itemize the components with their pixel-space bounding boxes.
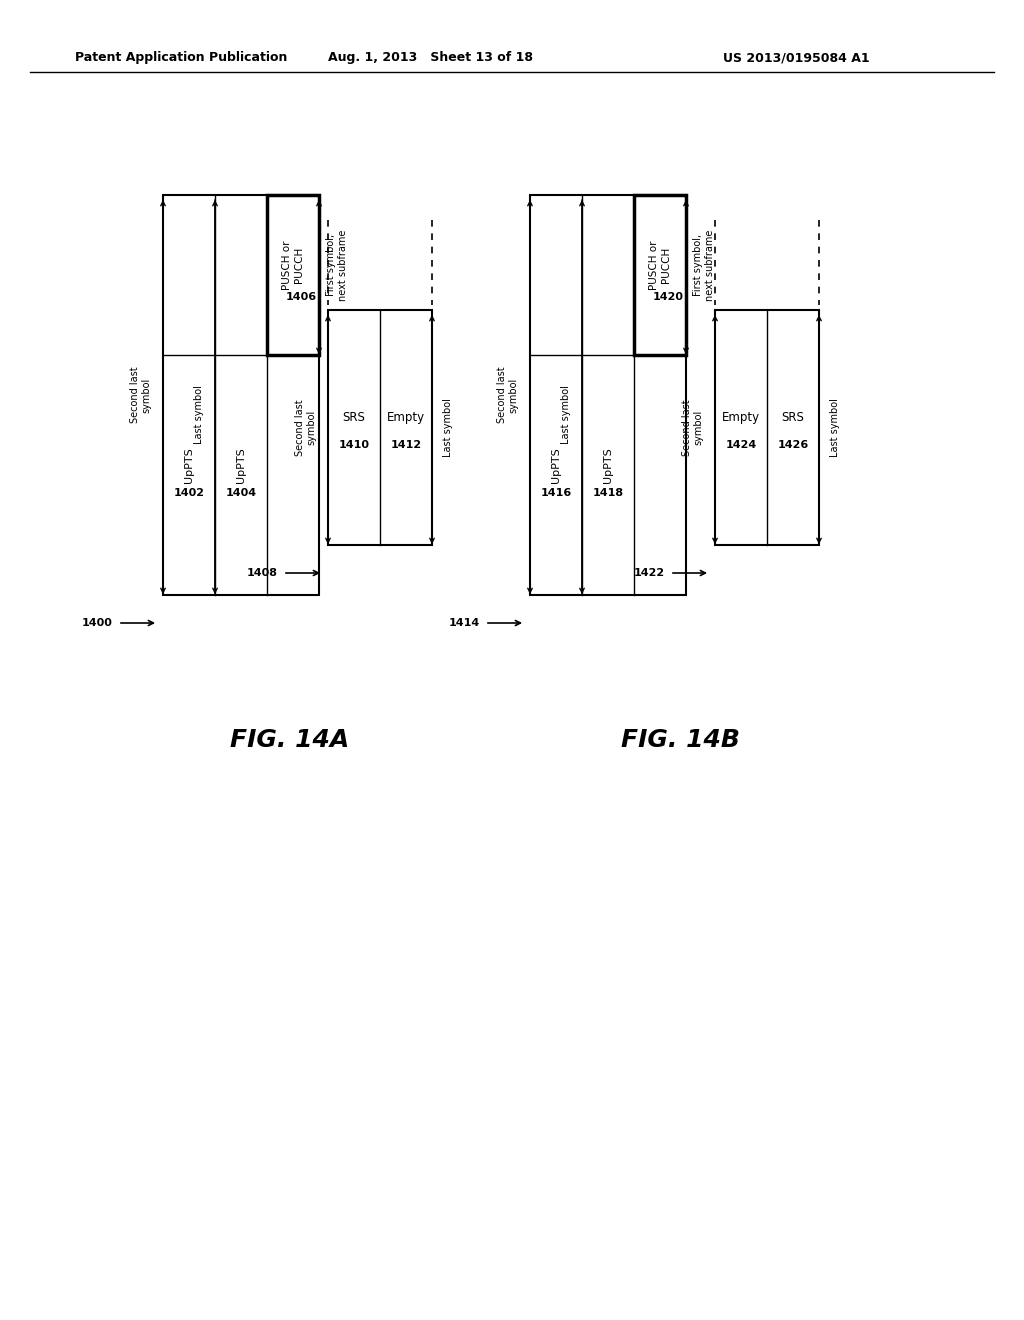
Bar <box>163 195 319 595</box>
Text: Last symbol: Last symbol <box>443 399 453 457</box>
Text: 1400: 1400 <box>82 618 113 628</box>
Text: 1422: 1422 <box>634 568 665 578</box>
Text: 1408: 1408 <box>247 568 278 578</box>
Bar <box>530 195 686 595</box>
Text: 1418: 1418 <box>593 488 624 498</box>
Bar <box>328 310 432 545</box>
Text: Second last
symbol: Second last symbol <box>498 367 519 424</box>
Text: 1416: 1416 <box>541 488 571 498</box>
Text: 1424: 1424 <box>725 441 757 450</box>
Text: 1406: 1406 <box>286 292 316 302</box>
Text: PUSCH or
PUCCH: PUSCH or PUCCH <box>283 240 304 290</box>
Text: Second last
symbol: Second last symbol <box>682 399 703 455</box>
Bar <box>267 195 319 355</box>
Bar <box>634 195 686 355</box>
Text: First symbol,
next subframe: First symbol, next subframe <box>693 230 715 301</box>
Text: UpPTS: UpPTS <box>551 447 561 483</box>
Text: Second last
symbol: Second last symbol <box>130 367 152 424</box>
Text: Patent Application Publication: Patent Application Publication <box>75 51 288 65</box>
Text: 1414: 1414 <box>449 618 480 628</box>
Text: 1426: 1426 <box>777 441 809 450</box>
Text: Last symbol: Last symbol <box>194 385 204 445</box>
Text: 1410: 1410 <box>339 441 370 450</box>
Text: 1404: 1404 <box>225 488 257 498</box>
Text: Aug. 1, 2013   Sheet 13 of 18: Aug. 1, 2013 Sheet 13 of 18 <box>328 51 532 65</box>
Text: FIG. 14B: FIG. 14B <box>621 729 739 752</box>
Text: 1420: 1420 <box>652 292 683 302</box>
Text: UpPTS: UpPTS <box>603 447 613 483</box>
Text: SRS: SRS <box>781 411 805 424</box>
Text: 1412: 1412 <box>390 441 422 450</box>
Text: Second last
symbol: Second last symbol <box>295 399 316 455</box>
Text: UpPTS: UpPTS <box>236 447 246 483</box>
Text: Last symbol: Last symbol <box>830 399 840 457</box>
Text: Empty: Empty <box>722 411 760 424</box>
Text: UpPTS: UpPTS <box>184 447 194 483</box>
Text: First symbol,
next subframe: First symbol, next subframe <box>327 230 348 301</box>
Text: Empty: Empty <box>387 411 425 424</box>
Text: US 2013/0195084 A1: US 2013/0195084 A1 <box>723 51 870 65</box>
Text: PUSCH or
PUCCH: PUSCH or PUCCH <box>649 240 671 290</box>
Text: SRS: SRS <box>343 411 366 424</box>
Text: FIG. 14A: FIG. 14A <box>230 729 349 752</box>
Text: Last symbol: Last symbol <box>561 385 571 445</box>
Text: 1402: 1402 <box>173 488 205 498</box>
Bar <box>715 310 819 545</box>
